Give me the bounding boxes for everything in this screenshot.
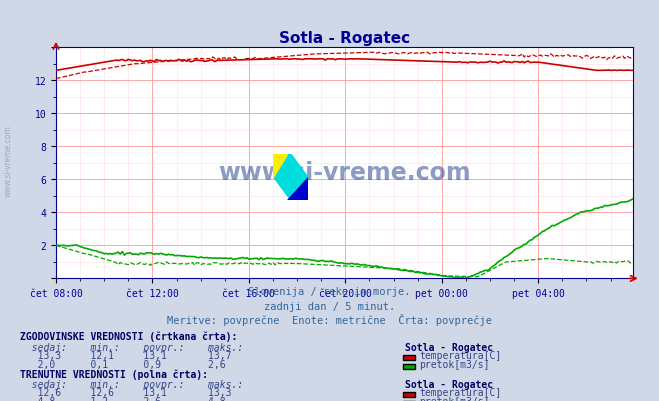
Text: www.si-vreme.com: www.si-vreme.com: [218, 161, 471, 184]
Text: sedaj:    min.:    povpr.:    maks.:: sedaj: min.: povpr.: maks.:: [20, 342, 243, 352]
Polygon shape: [287, 177, 308, 200]
Title: Sotla - Rogatec: Sotla - Rogatec: [279, 30, 410, 46]
Text: TRENUTNE VREDNOSTI (polna črta):: TRENUTNE VREDNOSTI (polna črta):: [20, 369, 208, 379]
Text: ZGODOVINSKE VREDNOSTI (črtkana črta):: ZGODOVINSKE VREDNOSTI (črtkana črta):: [20, 330, 237, 341]
Text: pretok[m3/s]: pretok[m3/s]: [419, 396, 490, 401]
Text: 12,6     12,6     13,1       13,3: 12,6 12,6 13,1 13,3: [20, 387, 231, 397]
Polygon shape: [273, 154, 287, 177]
Text: Sotla - Rogatec: Sotla - Rogatec: [405, 379, 494, 389]
Text: www.si-vreme.com: www.si-vreme.com: [3, 125, 13, 196]
Text: zadnji dan / 5 minut.: zadnji dan / 5 minut.: [264, 301, 395, 311]
Text: Meritve: povprečne  Enote: metrične  Črta: povprečje: Meritve: povprečne Enote: metrične Črta:…: [167, 313, 492, 325]
Text: sedaj:    min.:    povpr.:    maks.:: sedaj: min.: povpr.: maks.:: [20, 379, 243, 389]
Text: 4,8      1,2      2,6        4,8: 4,8 1,2 2,6 4,8: [20, 396, 225, 401]
Polygon shape: [273, 154, 308, 200]
Text: temperatura[C]: temperatura[C]: [419, 350, 501, 360]
Text: Sotla - Rogatec: Sotla - Rogatec: [405, 342, 494, 352]
Text: 13,3     12,1     13,1       13,7: 13,3 12,1 13,1 13,7: [20, 350, 231, 360]
Text: pretok[m3/s]: pretok[m3/s]: [419, 359, 490, 369]
Text: 2,0      0,1      0,9        2,6: 2,0 0,1 0,9 2,6: [20, 359, 225, 369]
Text: temperatura[C]: temperatura[C]: [419, 387, 501, 397]
Text: Slovenija / reke in morje.: Slovenija / reke in morje.: [248, 287, 411, 297]
Polygon shape: [282, 166, 299, 189]
